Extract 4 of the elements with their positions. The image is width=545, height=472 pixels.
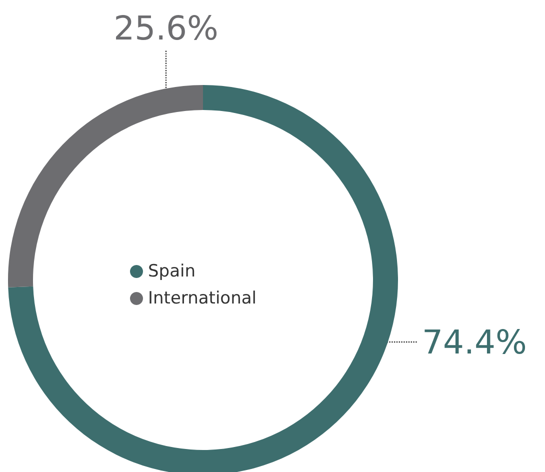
data-label: 25.6% — [114, 8, 218, 48]
data-label: 74.4% — [422, 322, 527, 362]
legend-label: International — [148, 288, 256, 308]
legend-label: Spain — [148, 262, 196, 282]
